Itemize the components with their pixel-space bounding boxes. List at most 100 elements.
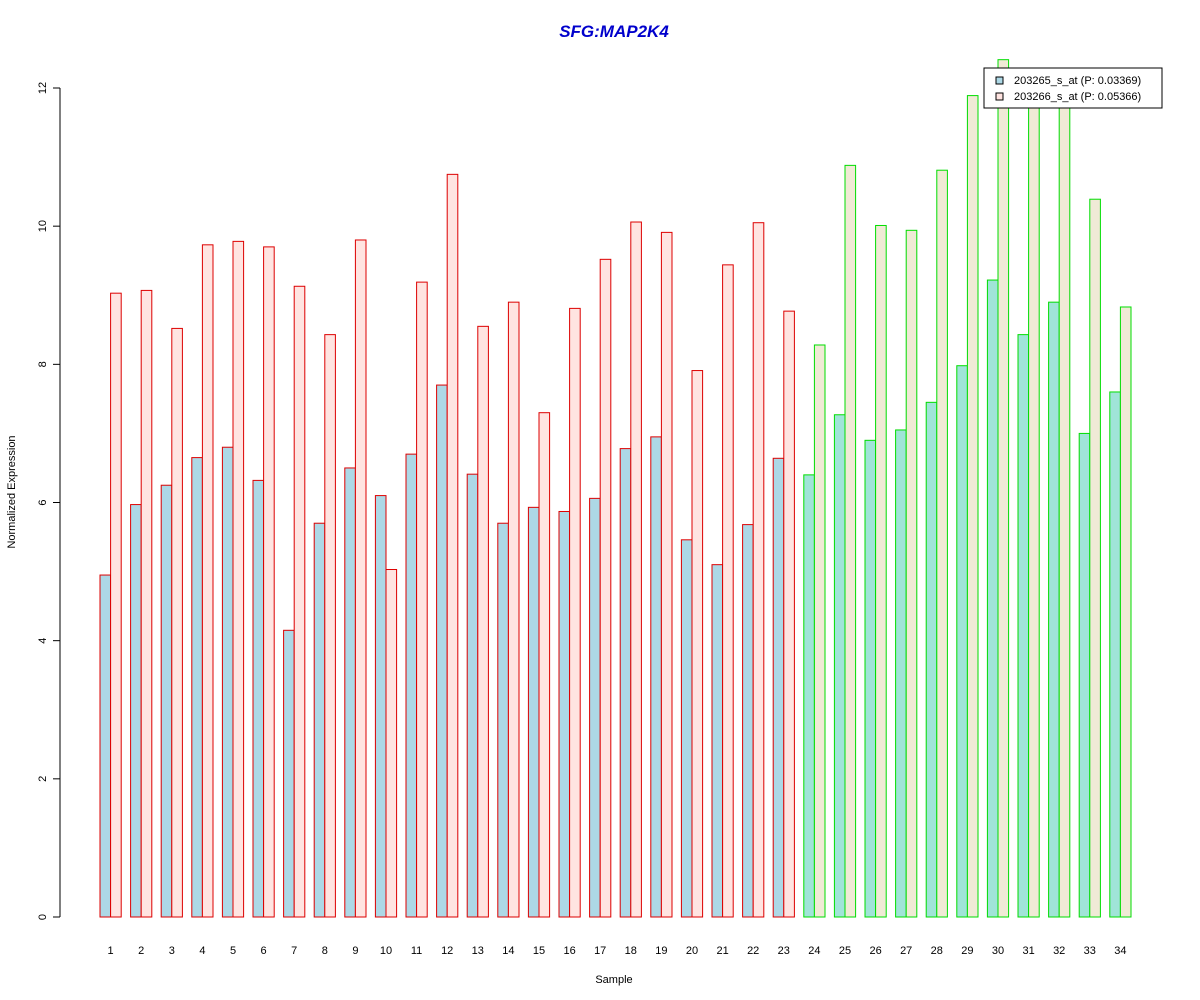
bar-series1 <box>1049 302 1060 917</box>
x-axis-label: Sample <box>595 974 632 986</box>
bar-series2 <box>1120 307 1131 917</box>
bar-series1 <box>834 415 845 917</box>
x-tick-label: 32 <box>1053 945 1065 957</box>
x-tick-label: 27 <box>900 945 912 957</box>
legend-swatch-2 <box>996 93 1003 100</box>
x-tick-label: 19 <box>655 945 667 957</box>
bar-series1 <box>957 366 968 917</box>
bar-series2 <box>753 223 764 917</box>
bar-series2 <box>784 311 795 917</box>
bar-series2 <box>1029 104 1040 917</box>
x-tick-label: 24 <box>808 945 820 957</box>
bar-series1 <box>1018 335 1029 917</box>
bar-series1 <box>712 565 723 917</box>
x-tick-label: 15 <box>533 945 545 957</box>
bar-series1 <box>498 523 509 917</box>
bar-series2 <box>967 96 978 917</box>
x-tick-label: 12 <box>441 945 453 957</box>
bar-series2 <box>233 241 244 917</box>
bar-series1 <box>284 630 295 917</box>
x-tick-label: 7 <box>291 945 297 957</box>
x-tick-label: 33 <box>1084 945 1096 957</box>
bar-series2 <box>417 282 428 917</box>
bar-series1 <box>406 454 417 917</box>
bar-series2 <box>294 286 305 917</box>
bar-series1 <box>467 474 478 917</box>
x-axis-ticks: 1 2 3 4 5 6 7 8 9 10 11 12 13 14 15 16 17 18 19 20 21 22 23 24 2… <box>108 945 1127 957</box>
legend-label-2: 203266_s_at (P: 0.05366) <box>1014 91 1141 103</box>
bar-series2 <box>1090 199 1101 917</box>
bar-series1 <box>896 430 907 917</box>
x-tick-label: 18 <box>625 945 637 957</box>
bar-series2 <box>202 245 213 917</box>
x-tick-label: 10 <box>380 945 392 957</box>
x-tick-label: 11 <box>411 945 422 957</box>
bar-series1 <box>620 449 631 917</box>
bar-series1 <box>987 280 998 917</box>
bar-series1 <box>559 511 570 917</box>
x-tick-label: 4 <box>199 945 205 957</box>
bar-series1 <box>773 458 784 917</box>
bars-group <box>100 60 1131 917</box>
bar-series2 <box>937 170 948 917</box>
bar-series1 <box>804 475 815 917</box>
bar-series1 <box>743 525 754 917</box>
x-tick-label: 22 <box>747 945 759 957</box>
bar-series1 <box>651 437 662 917</box>
bar-series2 <box>845 165 856 917</box>
bar-series2 <box>447 174 458 917</box>
bar-series2 <box>906 230 917 917</box>
x-tick-label: 30 <box>992 945 1004 957</box>
bar-series1 <box>131 505 142 917</box>
y-tick-label: 12 <box>37 82 49 94</box>
bar-series2 <box>386 570 397 917</box>
x-tick-label: 16 <box>563 945 575 957</box>
bar-series2 <box>876 225 887 917</box>
y-tick-label: 10 <box>37 220 49 232</box>
bar-series1 <box>222 447 233 917</box>
x-tick-label: 2 <box>138 945 144 957</box>
chart-title: SFG:MAP2K4 <box>559 22 669 41</box>
y-axis-label: Normalized Expression <box>6 435 18 548</box>
x-tick-label: 14 <box>502 945 514 957</box>
y-tick-label: 2 <box>37 776 49 782</box>
x-tick-label: 23 <box>778 945 790 957</box>
y-tick-label: 4 <box>37 638 49 644</box>
x-tick-label: 17 <box>594 945 606 957</box>
bar-series1 <box>590 498 601 917</box>
bar-series2 <box>355 240 366 917</box>
bar-series1 <box>1110 392 1121 917</box>
bar-series1 <box>528 507 539 917</box>
bar-series2 <box>1059 95 1070 917</box>
legend-label-1: 203265_s_at (P: 0.03369) <box>1014 75 1141 87</box>
bar-series1 <box>253 480 264 917</box>
x-tick-label: 28 <box>931 945 943 957</box>
bar-series2 <box>998 60 1009 917</box>
legend-swatch-1 <box>996 77 1003 84</box>
x-tick-label: 1 <box>108 945 114 957</box>
x-tick-label: 3 <box>169 945 175 957</box>
y-tick-label: 0 <box>37 914 49 920</box>
bar-series2 <box>325 335 336 917</box>
y-axis: 0 2 4 6 8 10 12 <box>37 82 60 920</box>
expression-bar-chart: SFG:MAP2K4 024681012 1 2 3 4 5 6 7 8 9 10 11 12 13 14… <box>0 0 1200 1000</box>
bar-series1 <box>100 575 111 917</box>
bar-series2 <box>264 247 275 917</box>
x-tick-label: 6 <box>261 945 267 957</box>
bar-series2 <box>631 222 642 917</box>
bar-series2 <box>814 345 825 917</box>
x-tick-label: 21 <box>716 945 728 957</box>
x-tick-label: 26 <box>869 945 881 957</box>
bar-series1 <box>437 385 448 917</box>
x-tick-label: 8 <box>322 945 328 957</box>
legend: 203265_s_at (P: 0.03369) 203266_s_at (P:… <box>984 68 1162 108</box>
bar-series2 <box>661 232 672 917</box>
bar-series1 <box>192 458 203 917</box>
bar-series1 <box>161 485 172 917</box>
x-tick-label: 20 <box>686 945 698 957</box>
bar-series2 <box>172 328 183 917</box>
bar-series2 <box>723 265 734 917</box>
x-tick-label: 29 <box>961 945 973 957</box>
y-tick-label: 8 <box>37 361 49 367</box>
x-tick-label: 13 <box>472 945 484 957</box>
